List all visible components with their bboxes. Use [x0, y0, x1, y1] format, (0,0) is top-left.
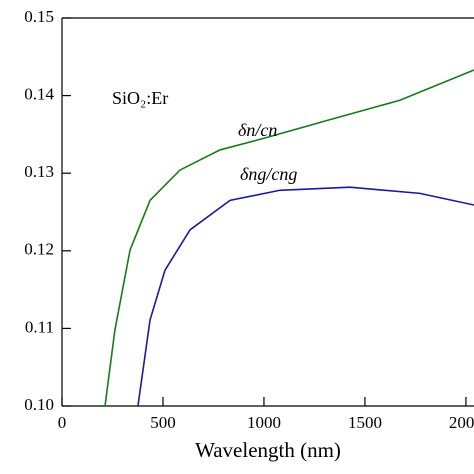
series-label: δn/cn [238, 120, 277, 140]
x-tick-label: 0 [58, 413, 67, 432]
x-tick-label: 1500 [348, 413, 382, 432]
curve [104, 69, 474, 406]
annotation: SiO₂:Er [112, 88, 168, 108]
curve [137, 186, 474, 406]
x-axis-label: Wavelength (nm) [195, 438, 341, 462]
y-tick-label: 0.10 [24, 395, 54, 414]
series-label: δng/cng [240, 164, 297, 184]
x-tick-label: 500 [150, 413, 176, 432]
y-tick-label: 0.12 [24, 240, 54, 259]
x-tick-label: 2000 [449, 413, 474, 432]
y-tick-label: 0.15 [24, 7, 54, 26]
y-tick-label: 0.14 [24, 85, 54, 104]
x-tick-label: 1000 [247, 413, 281, 432]
y-tick-label: 0.13 [24, 162, 54, 181]
y-tick-label: 0.11 [25, 317, 54, 336]
